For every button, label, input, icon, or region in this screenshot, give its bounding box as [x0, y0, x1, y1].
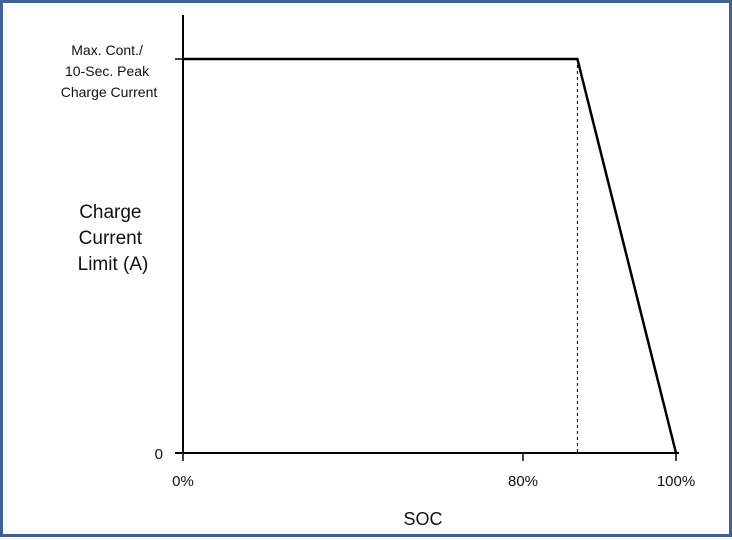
x-tick-label-0: 0%	[172, 473, 194, 490]
series-line	[183, 57, 678, 454]
x-tick-label-80: 80%	[508, 473, 538, 490]
y-axis-title: Charge Current Limit (A)	[78, 202, 149, 275]
x-axis-title: SOC	[403, 509, 442, 529]
chart-svg: Max. Cont./ 10-Sec. Peak Charge Current …	[61, 15, 695, 529]
y-tick-label-0: 0	[155, 446, 163, 463]
x-tick-label-100: 100%	[657, 473, 695, 490]
y-top-label: Max. Cont./ 10-Sec. Peak Charge Current	[61, 42, 158, 100]
